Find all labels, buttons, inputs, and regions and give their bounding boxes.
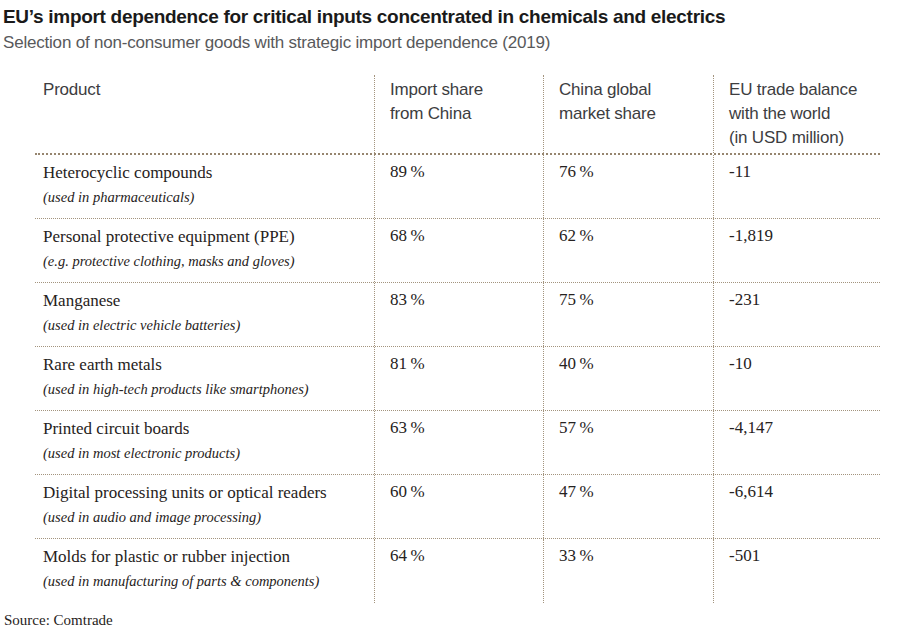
import-share-value: 60 % [374, 475, 543, 538]
import-share-value: 81 % [374, 347, 543, 410]
product-cell: Printed circuit boards(used in most elec… [35, 411, 374, 474]
table-row: Printed circuit boards(used in most elec… [35, 411, 880, 475]
column-header: EU trade balancewith the world(in USD mi… [713, 75, 880, 153]
figure-subtitle: Selection of non-consumer goods with str… [3, 33, 550, 53]
trade-balance-value: -10 [713, 347, 880, 410]
china-market-share-value: 76 % [543, 155, 713, 218]
product-cell: Personal protective equipment (PPE)(e.g.… [35, 219, 374, 282]
china-market-share-value: 47 % [543, 475, 713, 538]
product-note: (used in electric vehicle batteries) [43, 311, 374, 334]
figure-title: EU’s import dependence for critical inpu… [3, 6, 725, 28]
table-body: Heterocyclic compounds(used in pharmaceu… [35, 155, 880, 603]
product-name: Digital processing units or optical read… [43, 475, 374, 503]
import-share-value: 63 % [374, 411, 543, 474]
column-header-line: with the world [729, 102, 880, 126]
column-header: China globalmarket share [543, 75, 713, 153]
source-note: Source: Comtrade [4, 612, 113, 629]
column-header: Import sharefrom China [374, 75, 543, 153]
import-share-value: 89 % [374, 155, 543, 218]
product-note: (used in most electronic products) [43, 439, 374, 462]
trade-balance-value: -231 [713, 283, 880, 346]
figure: EU’s import dependence for critical inpu… [0, 0, 897, 640]
table-row: Molds for plastic or rubber injection(us… [35, 539, 880, 603]
trade-balance-value: -11 [713, 155, 880, 218]
table-row: Rare earth metals(used in high-tech prod… [35, 347, 880, 411]
column-header-line: (in USD million) [729, 126, 880, 150]
product-cell: Digital processing units or optical read… [35, 475, 374, 538]
product-note: (e.g. protective clothing, masks and glo… [43, 247, 374, 270]
china-market-share-value: 33 % [543, 539, 713, 603]
column-header-line: China global [559, 78, 713, 102]
table-row: Digital processing units or optical read… [35, 475, 880, 539]
trade-balance-value: -501 [713, 539, 880, 603]
product-cell: Rare earth metals(used in high-tech prod… [35, 347, 374, 410]
data-table: ProductImport sharefrom ChinaChina globa… [35, 75, 880, 603]
trade-balance-value: -1,819 [713, 219, 880, 282]
china-market-share-value: 40 % [543, 347, 713, 410]
import-share-value: 64 % [374, 539, 543, 603]
table-row: Personal protective equipment (PPE)(e.g.… [35, 219, 880, 283]
china-market-share-value: 57 % [543, 411, 713, 474]
table-row: Manganese(used in electric vehicle batte… [35, 283, 880, 347]
column-header-line: Product [43, 78, 374, 102]
product-name: Heterocyclic compounds [43, 155, 374, 183]
column-header-line: Import share [390, 78, 543, 102]
product-note: (used in audio and image processing) [43, 503, 374, 526]
product-note: (used in high-tech products like smartph… [43, 375, 374, 398]
table-header-row: ProductImport sharefrom ChinaChina globa… [35, 75, 880, 155]
import-share-value: 83 % [374, 283, 543, 346]
column-header-line: EU trade balance [729, 78, 880, 102]
product-note: (used in pharmaceuticals) [43, 183, 374, 206]
trade-balance-value: -6,614 [713, 475, 880, 538]
china-market-share-value: 75 % [543, 283, 713, 346]
table-row: Heterocyclic compounds(used in pharmaceu… [35, 155, 880, 219]
product-name: Printed circuit boards [43, 411, 374, 439]
column-header-line: market share [559, 102, 713, 126]
product-name: Manganese [43, 283, 374, 311]
import-share-value: 68 % [374, 219, 543, 282]
product-note: (used in manufacturing of parts & compon… [43, 567, 374, 590]
china-market-share-value: 62 % [543, 219, 713, 282]
product-name: Molds for plastic or rubber injection [43, 539, 374, 567]
product-name: Personal protective equipment (PPE) [43, 219, 374, 247]
product-cell: Heterocyclic compounds(used in pharmaceu… [35, 155, 374, 218]
column-header: Product [35, 75, 374, 153]
column-header-line: from China [390, 102, 543, 126]
product-cell: Manganese(used in electric vehicle batte… [35, 283, 374, 346]
trade-balance-value: -4,147 [713, 411, 880, 474]
product-name: Rare earth metals [43, 347, 374, 375]
product-cell: Molds for plastic or rubber injection(us… [35, 539, 374, 603]
